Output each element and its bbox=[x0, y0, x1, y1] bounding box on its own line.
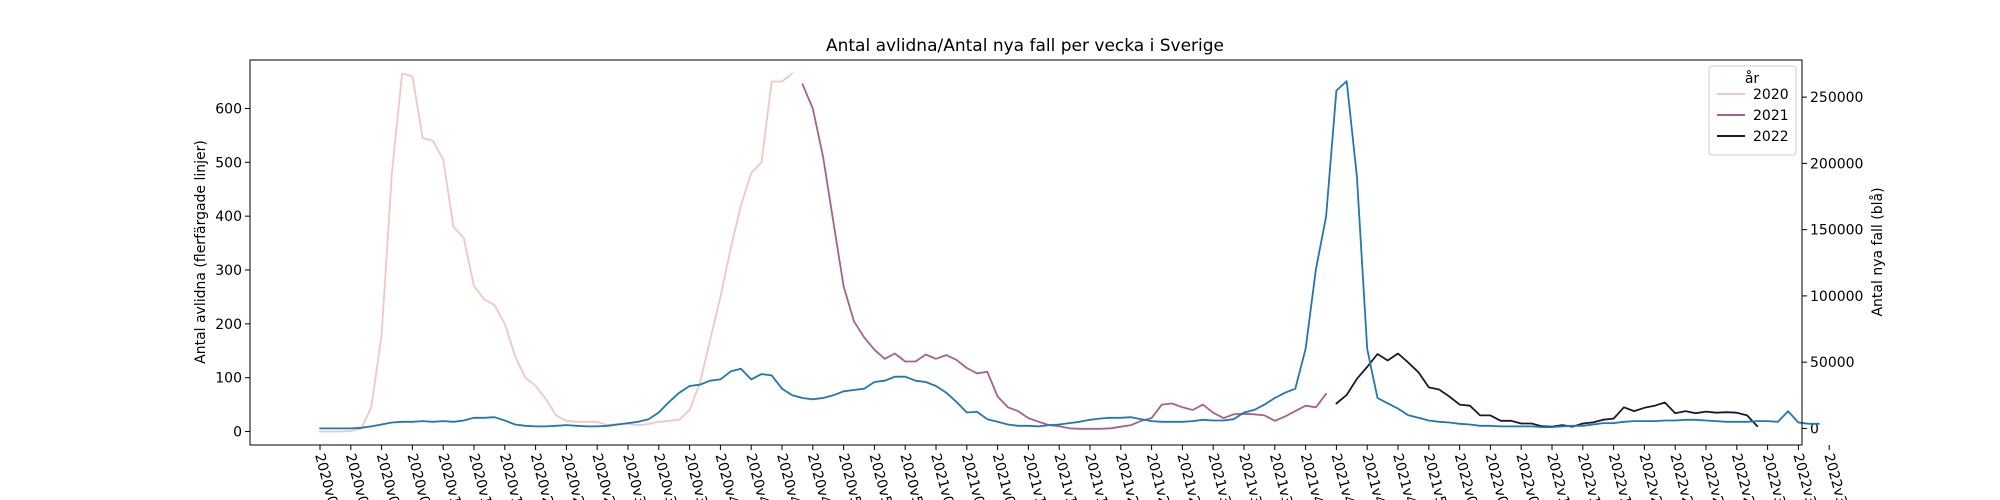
x-tick-label: 2022v3 bbox=[1759, 452, 1788, 500]
x-tick-label: 2021v0 bbox=[958, 452, 987, 500]
x-tick-label: 2021v4 bbox=[1297, 452, 1326, 500]
x-tick-label: 2021v0 bbox=[927, 452, 956, 500]
x-tick-label: 2020v2 bbox=[558, 452, 587, 500]
x-tick-label: 2021v4 bbox=[1358, 452, 1387, 500]
series-line-2022 bbox=[1335, 352, 1759, 428]
x-tick-label: 2020v5 bbox=[866, 452, 895, 500]
x-tick-label: 2022v2 bbox=[1666, 452, 1695, 500]
y-left-tick-label: 500 bbox=[215, 155, 242, 171]
x-tick-label: 2022v1 bbox=[1574, 452, 1603, 500]
x-tick-label: 2021v1 bbox=[1020, 452, 1049, 500]
legend-label: 2021 bbox=[1753, 108, 1789, 124]
series-line-nya-fall bbox=[319, 80, 1820, 430]
y-right-tick-label: 250000 bbox=[1810, 90, 1863, 106]
x-tick-label: 2022v2 bbox=[1697, 452, 1726, 500]
legend: år 2020 2021 2022 bbox=[1708, 65, 1797, 156]
x-tick-label: 2020v4 bbox=[804, 452, 833, 500]
x-tick-label: 2021v3 bbox=[1204, 452, 1233, 500]
y-left-tick-label: 100 bbox=[215, 371, 242, 387]
x-tick-label: 2021v2 bbox=[1112, 452, 1141, 500]
x-tick-label: 2021v2 bbox=[1174, 452, 1203, 500]
legend-box bbox=[1708, 65, 1797, 156]
x-tick-label: 2020v0 bbox=[311, 452, 340, 500]
x-tick-label: 2021v1 bbox=[1050, 452, 1079, 500]
chart-title: Antal avlidna/Antal nya fall per vecka i… bbox=[826, 36, 1224, 56]
x-tick-label: 2021v5 bbox=[1420, 452, 1449, 500]
series-lines bbox=[319, 72, 1820, 433]
x-tick-label: 2022v2 bbox=[1728, 452, 1757, 500]
x-tick-label: 2020v4 bbox=[742, 452, 771, 500]
x-tick-label: 2022v0 bbox=[1512, 452, 1541, 500]
x-tick-label: 2020v4 bbox=[773, 452, 802, 500]
x-tick-label: 2021v4 bbox=[1328, 452, 1357, 500]
legend-label: 2022 bbox=[1753, 129, 1789, 145]
y-axis-right-label: Antal nya fall (blå) bbox=[1869, 187, 1886, 316]
x-tick-label: 2022v0 bbox=[1482, 452, 1511, 500]
y-right-tick-label: 150000 bbox=[1810, 223, 1863, 239]
x-tick-label: 2021v2 bbox=[1143, 452, 1172, 500]
x-tick-label: 2020v1 bbox=[496, 452, 525, 500]
x-tick-label: 2021v3 bbox=[1235, 452, 1264, 500]
x-tick-label: 2020v0 bbox=[342, 452, 371, 500]
y-right-tick-label: 100000 bbox=[1810, 289, 1863, 305]
x-tick-label: 2021v4 bbox=[1389, 452, 1418, 500]
x-tick-label: 2020v2 bbox=[527, 452, 556, 500]
y-left-tick-label: 300 bbox=[215, 263, 242, 279]
x-tick-label: 2020v2 bbox=[588, 452, 617, 500]
y-left-tick-label: 200 bbox=[215, 317, 242, 333]
x-tick-label: 2022v3 bbox=[1820, 452, 1849, 500]
y-left-tick-label: 0 bbox=[233, 425, 242, 441]
x-tick-label: 2020v4 bbox=[712, 452, 741, 500]
axis-ticks: 0 100 200 300 400 500 600 0 50000 100000 150000 200… bbox=[215, 90, 1863, 500]
y-left-tick-label: 400 bbox=[215, 209, 242, 225]
x-tick-label: 2020v3 bbox=[681, 452, 710, 500]
x-tick-label: 2020v1 bbox=[465, 452, 494, 500]
plot-frame bbox=[249, 59, 1803, 446]
x-tick-label: 2022v1 bbox=[1605, 452, 1634, 500]
series-line-2021 bbox=[801, 83, 1327, 430]
x-tick-label: 2022v1 bbox=[1543, 452, 1572, 500]
x-tick-label: 2022v3 bbox=[1790, 452, 1819, 500]
x-tick-label: 2021v3 bbox=[1266, 452, 1295, 500]
x-tick-label: 2022v2 bbox=[1636, 452, 1665, 500]
y-right-tick-label: 50000 bbox=[1810, 355, 1855, 371]
x-tick-label: 2020v0 bbox=[404, 452, 433, 500]
x-tick-label: 2020v3 bbox=[650, 452, 679, 500]
legend-label: 2020 bbox=[1753, 87, 1789, 103]
x-tick-label: 2020v3 bbox=[619, 452, 648, 500]
series-line-2020 bbox=[319, 72, 794, 433]
y-axis-left-label: Antal avlidna (flerfärgade linjer) bbox=[193, 140, 209, 364]
legend-title: år bbox=[1745, 70, 1760, 87]
y-right-tick-label: 200000 bbox=[1810, 156, 1863, 172]
x-tick-label: 2021v0 bbox=[989, 452, 1018, 500]
x-tick-label: 2022v0 bbox=[1451, 452, 1480, 500]
y-right-tick-label: 0 bbox=[1810, 421, 1819, 437]
y-left-tick-label: 600 bbox=[215, 101, 242, 117]
x-tick-label: 2020v5 bbox=[896, 452, 925, 500]
x-tick-label: 2020v0 bbox=[373, 452, 402, 500]
x-tick-label: 2020v5 bbox=[835, 452, 864, 500]
x-tick-label: 2020v1 bbox=[434, 452, 463, 500]
x-tick-label: 2021v1 bbox=[1081, 452, 1110, 500]
